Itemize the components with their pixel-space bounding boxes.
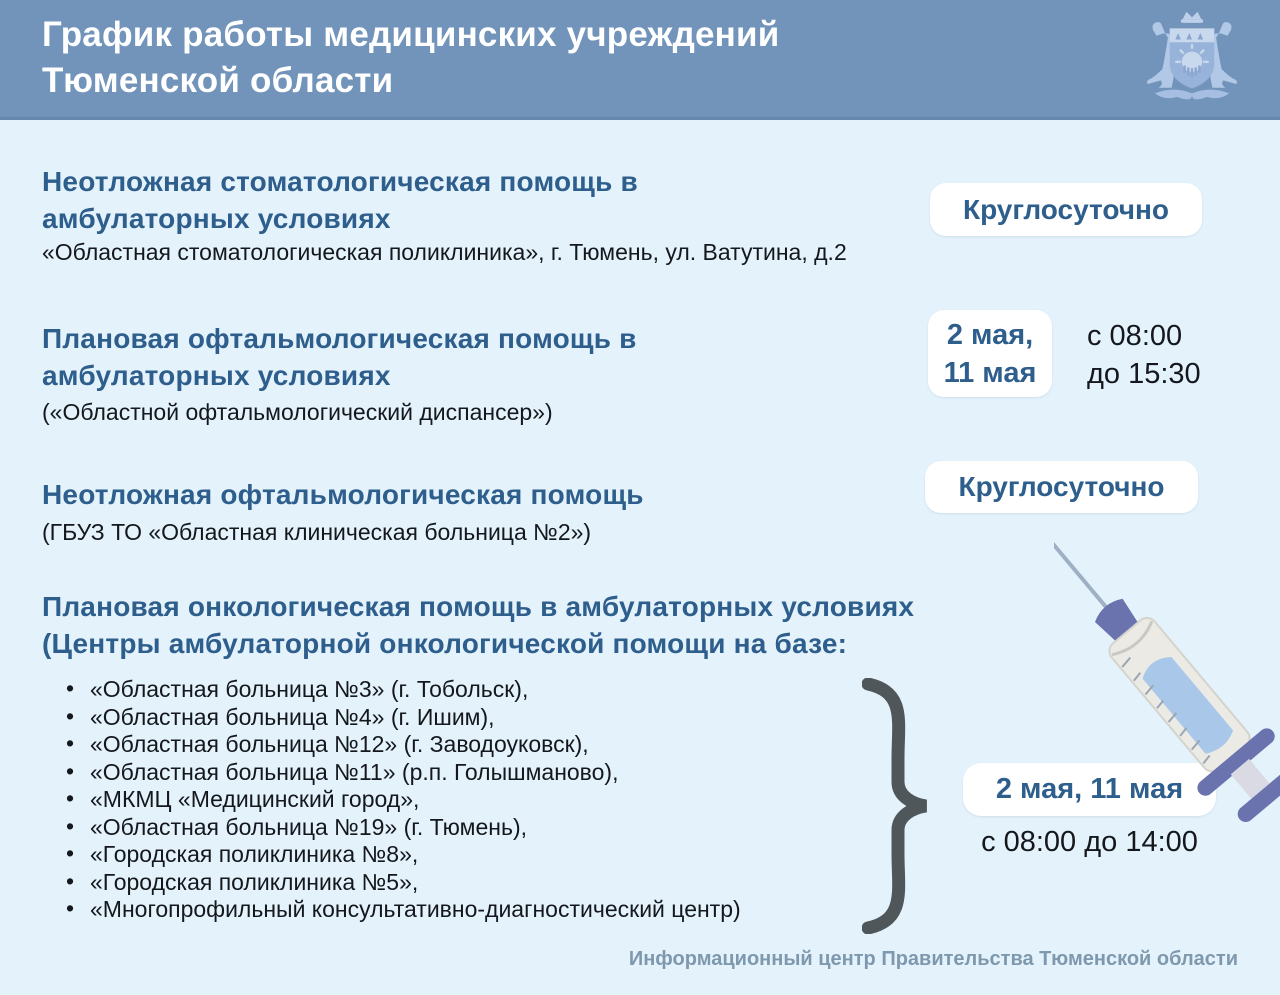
list-item: «Многопрофильный консультативно-диагност… (66, 897, 856, 922)
list-item: «Городская поликлиника №8», (66, 842, 856, 867)
list-item: «МКМЦ «Медицинский город», (66, 787, 856, 812)
section-dental-subtitle: «Областная стоматологическая поликлиника… (42, 239, 847, 265)
section-ophthalmology-planned-dates-badge: 2 мая, 11 мая (928, 310, 1052, 397)
list-item: «Областная больница №4» (г. Ишим), (66, 705, 856, 730)
section-ophthalmology-emergency-schedule-badge: Круглосуточно (925, 461, 1198, 513)
list-item: «Областная больница №3» (г. Тобольск), (66, 677, 856, 702)
oncology-centers-list: «Областная больница №3» (г. Тобольск), «… (66, 677, 856, 926)
section-ophthalmology-emergency-title: Неотложная офтальмологическая помощь (42, 479, 644, 510)
section-ophthalmology-planned-title: Плановая офтальмологическая помощь в амб… (42, 323, 637, 391)
section-oncology-dates-badge: 2 мая, 11 мая (963, 763, 1216, 816)
list-item: «Областная больница №12» (г. Заводоуковс… (66, 732, 856, 757)
page-title: График работы медицинских учреждений Тюм… (42, 15, 780, 100)
section-ophthalmology-planned-hours: с 08:00 до 15:30 (1087, 320, 1201, 390)
list-item: «Областная больница №19» (г. Тюмень), (66, 815, 856, 840)
header: График работы медицинских учреждений Тюм… (0, 0, 1280, 120)
list-item: «Городская поликлиника №5», (66, 870, 856, 895)
list-item: «Областная больница №11» (р.п. Голышмано… (66, 760, 856, 785)
curly-brace-icon (862, 678, 928, 934)
section-oncology-hours: с 08:00 до 14:00 (981, 826, 1198, 858)
section-ophthalmology-emergency-subtitle: (ГБУЗ ТО «Областная клиническая больница… (42, 519, 592, 545)
section-dental-schedule-badge: Круглосуточно (930, 183, 1202, 236)
coat-of-arms-icon (1147, 11, 1237, 100)
section-dental-title: Неотложная стоматологическая помощь в ам… (42, 166, 638, 234)
syringe-icon (1054, 540, 1280, 823)
footer-credit: Информационный центр Правительства Тюмен… (628, 948, 1238, 970)
section-oncology-title: Плановая онкологическая помощь в амбулат… (42, 591, 915, 659)
section-ophthalmology-planned-subtitle: («Областной офтальмологический диспансер… (42, 399, 553, 425)
